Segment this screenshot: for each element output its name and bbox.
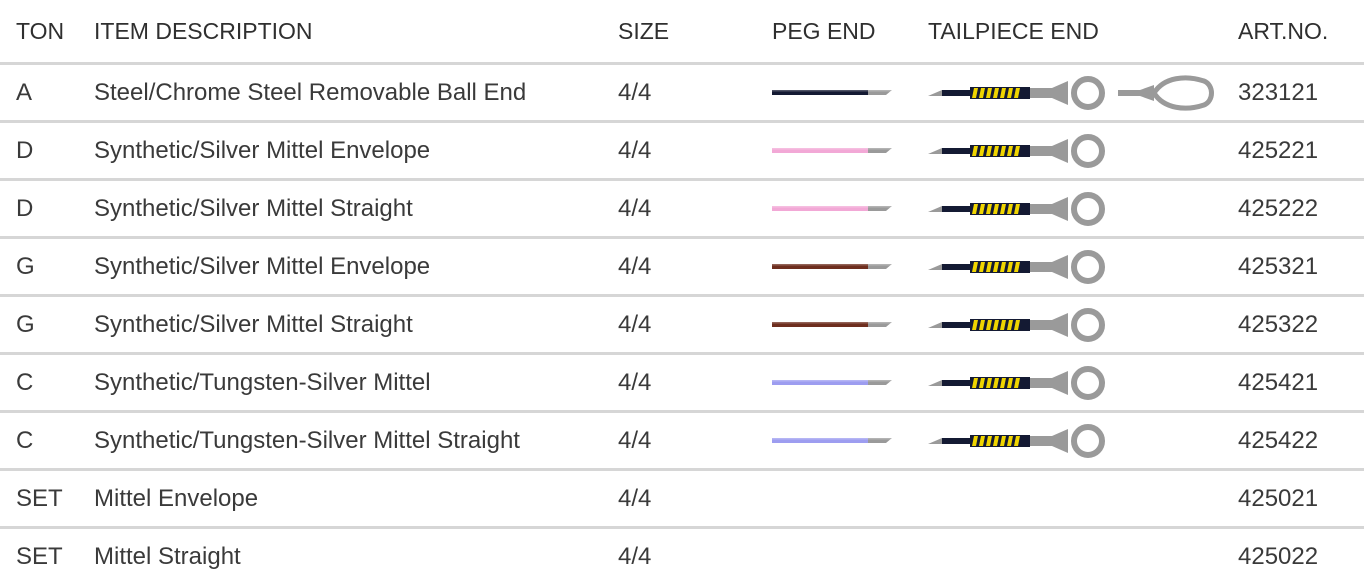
row-art-no: 425021 [1238, 484, 1319, 512]
row-size: 4/4 [618, 542, 652, 570]
row-peg-end [772, 471, 902, 526]
string-peg-end-icon [772, 379, 892, 385]
ball-end-icon [928, 133, 1105, 168]
table-row: G Synthetic/Silver Mittel Straight 4/4 4253… [0, 294, 1364, 352]
row-peg-end [772, 239, 902, 294]
row-art-no: 323121 [1238, 78, 1319, 106]
row-ton: C [16, 426, 34, 454]
ball-and-loop-end-icon [928, 74, 1214, 111]
row-peg-end [772, 529, 902, 584]
table-row: C Synthetic/Tungsten-Silver Mittel 4/4 4254… [0, 352, 1364, 410]
row-item-description: Synthetic/Silver Mittel Straight [94, 194, 413, 222]
table-row: D Synthetic/Silver Mittel Envelope 4/4 4252… [0, 120, 1364, 178]
row-ton: C [16, 368, 34, 396]
ball-end-icon [928, 249, 1105, 284]
row-size: 4/4 [618, 310, 652, 338]
row-peg-end [772, 65, 902, 120]
row-ton: G [16, 252, 35, 280]
row-tailpiece-end [928, 529, 1218, 584]
header-peg-end: PEG END [772, 17, 876, 44]
row-item-description: Mittel Envelope [94, 484, 259, 512]
table-row: SET Mittel Envelope 4/4 425021 [0, 468, 1364, 526]
header-ton: TON [16, 17, 65, 44]
row-peg-end [772, 297, 902, 352]
row-tailpiece-end [928, 239, 1218, 294]
table-body: A Steel/Chrome Steel Removable Ball End 4/… [0, 62, 1364, 584]
string-peg-end-icon [772, 205, 892, 211]
row-art-no: 425321 [1238, 252, 1319, 280]
row-art-no: 425022 [1238, 542, 1319, 570]
row-item-description: Synthetic/Silver Mittel Straight [94, 310, 413, 338]
table-row: A Steel/Chrome Steel Removable Ball End 4/… [0, 62, 1364, 120]
ball-end-icon [928, 307, 1105, 342]
row-item-description: Mittel Straight [94, 542, 241, 570]
row-size: 4/4 [618, 136, 652, 164]
string-peg-end-icon [772, 321, 892, 327]
row-ton: SET [16, 484, 63, 512]
header-size: SIZE [618, 17, 670, 44]
row-ton: SET [16, 542, 63, 570]
table-header: TON ITEM DESCRIPTION SIZE PEG END TAILPI… [0, 0, 1364, 62]
row-art-no: 425322 [1238, 310, 1319, 338]
row-ton: D [16, 136, 34, 164]
row-size: 4/4 [618, 194, 652, 222]
row-ton: A [16, 78, 33, 106]
header-item-description: ITEM DESCRIPTION [94, 17, 313, 44]
row-tailpiece-end [928, 123, 1218, 178]
row-item-description: Synthetic/Tungsten-Silver Mittel Straigh… [94, 426, 520, 454]
table-row: C Synthetic/Tungsten-Silver Mittel Straig… [0, 410, 1364, 468]
row-tailpiece-end [928, 355, 1218, 410]
row-art-no: 425422 [1238, 426, 1319, 454]
ball-end-icon [928, 365, 1105, 400]
row-peg-end [772, 123, 902, 178]
row-item-description: Synthetic/Silver Mittel Envelope [94, 252, 431, 280]
row-size: 4/4 [618, 368, 652, 396]
row-tailpiece-end [928, 471, 1218, 526]
row-ton: G [16, 310, 35, 338]
ball-end-icon [928, 423, 1105, 458]
row-size: 4/4 [618, 78, 652, 106]
table-row: G Synthetic/Silver Mittel Envelope 4/4 4253… [0, 236, 1364, 294]
row-peg-end [772, 413, 902, 468]
row-art-no: 425222 [1238, 194, 1319, 222]
header-art-no: ART.NO. [1238, 17, 1329, 44]
row-art-no: 425221 [1238, 136, 1319, 164]
row-tailpiece-end [928, 181, 1218, 236]
row-tailpiece-end [928, 413, 1218, 468]
row-item-description: Synthetic/Silver Mittel Envelope [94, 136, 431, 164]
row-item-description: Synthetic/Tungsten-Silver Mittel [94, 368, 431, 396]
header-tailpiece-end: TAILPIECE END [928, 17, 1099, 44]
row-tailpiece-end [928, 65, 1218, 120]
row-peg-end [772, 181, 902, 236]
row-size: 4/4 [618, 484, 652, 512]
table-row: SET Mittel Straight 4/4 425022 [0, 526, 1364, 584]
string-peg-end-icon [772, 89, 892, 95]
row-item-description: Steel/Chrome Steel Removable Ball End [94, 78, 527, 106]
string-peg-end-icon [772, 263, 892, 269]
row-art-no: 425421 [1238, 368, 1319, 396]
row-tailpiece-end [928, 297, 1218, 352]
string-peg-end-icon [772, 437, 892, 443]
row-size: 4/4 [618, 426, 652, 454]
ball-end-icon [928, 191, 1105, 226]
row-ton: D [16, 194, 34, 222]
row-size: 4/4 [618, 252, 652, 280]
table-row: D Synthetic/Silver Mittel Straight 4/4 4252… [0, 178, 1364, 236]
string-peg-end-icon [772, 147, 892, 153]
row-peg-end [772, 355, 902, 410]
